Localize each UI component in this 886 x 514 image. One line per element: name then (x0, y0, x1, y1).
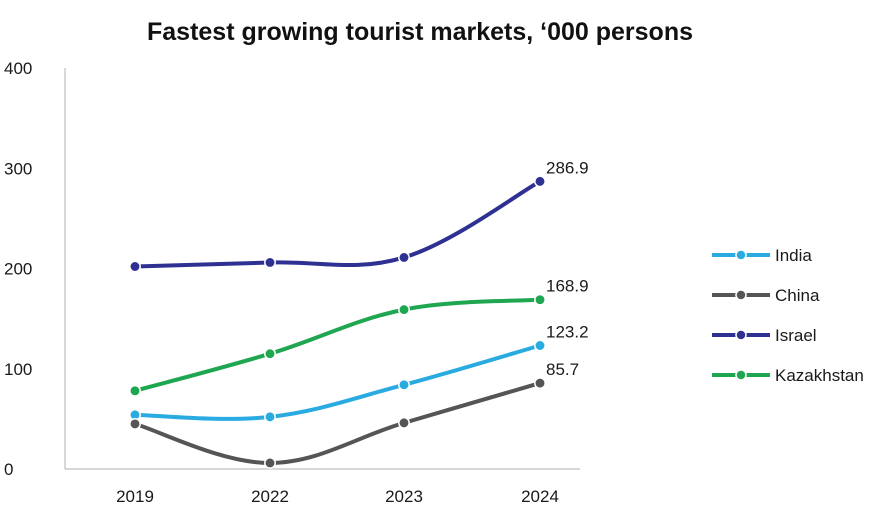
data-point-china (129, 417, 141, 430)
x-tick-label: 2022 (251, 487, 289, 506)
x-tick-label: 2024 (521, 487, 559, 506)
data-label-india: 123.2 (546, 322, 589, 341)
chart-title: Fastest growing tourist markets, ‘000 pe… (147, 18, 693, 46)
y-tick-label: 400 (4, 59, 32, 78)
data-label-israel: 286.9 (546, 158, 589, 177)
series-line-india (133, 343, 542, 421)
data-point-israel (398, 251, 410, 264)
series-line-kazakhstan (133, 297, 542, 393)
data-label-china: 85.7 (546, 360, 579, 379)
series-line-china (133, 381, 542, 465)
data-label-kazakhstan: 168.9 (546, 277, 589, 296)
data-point-india (264, 410, 276, 423)
legend-marker-kazakhstan (735, 369, 747, 381)
data-point-kazakhstan (264, 347, 276, 360)
y-tick-label: 0 (4, 460, 13, 479)
data-point-israel (534, 175, 546, 188)
series-line-israel (133, 179, 542, 269)
y-tick-label: 200 (4, 260, 32, 279)
data-point-china (398, 416, 410, 429)
data-point-kazakhstan (398, 303, 410, 316)
axes: 0 100 200 300 400 2019 2022 2023 2024 (4, 59, 580, 506)
y-tick-label: 300 (4, 159, 32, 178)
data-point-kazakhstan (129, 384, 141, 397)
data-point-china (534, 377, 546, 390)
y-tick-label: 100 (4, 360, 32, 379)
legend-label-israel: Israel (775, 326, 817, 345)
data-labels: 123.2 85.7 286.9 168.9 (546, 158, 589, 379)
data-point-israel (264, 256, 276, 269)
data-point-india (398, 378, 410, 391)
x-tick-label: 2023 (385, 487, 423, 506)
data-point-israel (129, 260, 141, 273)
series-layer (129, 175, 546, 469)
data-point-india (534, 339, 546, 352)
legend-label-kazakhstan: Kazakhstan (775, 366, 864, 385)
legend-marker-india (735, 249, 747, 261)
legend-marker-israel (735, 329, 747, 341)
legend-label-india: India (775, 246, 812, 265)
data-point-china (264, 457, 276, 469)
legend-marker-china (735, 289, 747, 301)
x-tick-label: 2019 (116, 487, 154, 506)
legend: India China Israel Kazakhstan (712, 246, 864, 385)
legend-label-china: China (775, 286, 820, 305)
data-point-kazakhstan (534, 293, 546, 306)
